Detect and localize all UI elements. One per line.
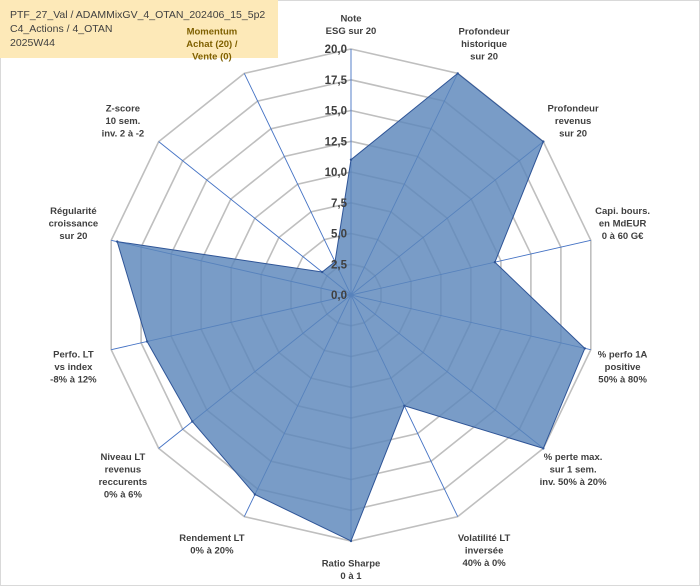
axis-label-line: -8% à 12% [50, 375, 97, 386]
series-point-9 [191, 420, 194, 423]
tick-label-6: 15,0 [325, 106, 347, 118]
axis-label-line: 0 à 1 [340, 571, 362, 582]
axis-label-line: sur 1 sem. [550, 465, 597, 476]
tick-label-2: 5,0 [331, 229, 347, 241]
series-point-8 [253, 493, 257, 496]
axis-label-7: Ratio Sharpe 0 à 1 [322, 559, 381, 583]
axis-label-line: sur 20 [470, 51, 498, 62]
axis-label-9: Niveau LT revenus reccurents 0% à 6% [99, 452, 148, 501]
axis-label-line: revenus [555, 116, 591, 127]
series-point-11 [116, 240, 119, 243]
portfolio-category: C4_Actions / 4_OTAN [10, 23, 113, 35]
axis-label-line: sur 20 [559, 128, 587, 139]
tick-label-0: 0,0 [331, 290, 347, 302]
axis-label-12: Z-score 10 sem. inv. 2 à -2 [102, 103, 145, 139]
axis-label-line: 50% à 80% [598, 375, 647, 386]
axis-label-line: positive [605, 362, 641, 373]
axis-label-4: % perfo 1A positive 50% à 80% [598, 350, 648, 386]
axis-label-line: Capi. bours. [595, 206, 650, 217]
axis-label-line: Ratio Sharpe [322, 559, 381, 570]
axis-label-line: Profondeur [547, 103, 598, 114]
axis-label-line: Rendement LT [179, 533, 244, 544]
axis-label-6: Volatilité LT inversée 40% à 0% [458, 533, 511, 569]
axis-label-line: sur 20 [59, 231, 87, 242]
axis-label-line: Régularité [50, 206, 96, 217]
axis-label-line: Volatilité LT [458, 533, 511, 544]
axis-label-line: inversée [465, 546, 504, 557]
axis-label-line: Niveau LT [101, 452, 146, 463]
axis-label-line: 40% à 0% [462, 558, 506, 569]
tick-label-4: 10,0 [325, 167, 347, 179]
axis-label-line: Note [340, 14, 361, 25]
series-point-10 [145, 340, 149, 343]
axis-label-line: inv. 2 à -2 [102, 128, 145, 139]
tick-label-3: 7,5 [331, 198, 348, 210]
axis-label-line: ESG sur 20 [326, 26, 377, 37]
series-point-7 [349, 539, 353, 543]
axis-label-3: Capi. bours. en MdEUR 0 à 60 G€ [595, 206, 650, 242]
series-point-3 [493, 261, 497, 264]
axis-label-line: Profondeur [458, 26, 509, 37]
spoke-13 [243, 73, 352, 296]
series-point-5 [542, 447, 545, 450]
axis-label-line: vs index [54, 362, 93, 373]
axis-label-line: historique [461, 39, 507, 50]
axis-label-5: % perte max. sur 1 sem. inv. 50% à 20% [540, 452, 607, 488]
axis-label-line: 0% à 20% [190, 546, 234, 557]
axis-label-line: Momentum [187, 26, 238, 37]
series-point-4 [583, 347, 586, 350]
axis-label-10: Perfo. LT vs index -8% à 12% [50, 350, 97, 386]
axis-label-8: Rendement LT 0% à 20% [179, 533, 244, 557]
series-point-12 [321, 270, 324, 274]
tick-label-8: 20,0 [325, 44, 347, 56]
axis-label-line: Achat (20) / [186, 39, 238, 50]
series-point-13 [333, 260, 337, 263]
series-point-1 [456, 72, 459, 75]
series-point-0 [349, 158, 353, 161]
axis-label-0: Note ESG sur 20 [326, 14, 377, 38]
axis-label-2: Profondeur revenus sur 20 [547, 103, 598, 139]
chart-header-box: PTF_27_Val / ADAMMixGV_4_OTAN_202406_15_… [0, 0, 278, 58]
axis-label-line: Vente (0) [192, 51, 232, 62]
axis-label-line: 0% à 6% [104, 490, 143, 501]
axis-label-line: Z-score [106, 103, 140, 114]
series-point-6 [403, 404, 406, 407]
axis-label-line: % perte max. [544, 452, 603, 463]
tick-label-5: 12,5 [325, 136, 348, 148]
spoke-12 [158, 141, 352, 296]
axis-label-line: Perfo. LT [53, 350, 94, 361]
axis-label-line: % perfo 1A [598, 350, 648, 361]
axis-label-line: 0 à 60 G€ [602, 231, 644, 242]
axis-label-1: Profondeur historique sur 20 [458, 26, 509, 62]
radar-tick-labels: 0,0 2,5 5,0 7,5 10,0 12,5 15,0 17,5 20,0 [325, 44, 348, 302]
axis-label-13: Momentum Achat (20) / Vente (0) [186, 26, 238, 62]
axis-label-11: Régularité croissance sur 20 [49, 206, 99, 242]
radar-axis-labels: Note ESG sur 20 Profondeur historique sur 20… [49, 14, 650, 583]
tick-label-1: 2,5 [331, 259, 348, 271]
axis-label-line: inv. 50% à 20% [540, 477, 607, 488]
axis-label-line: en MdEUR [599, 219, 647, 230]
axis-label-line: reccurents [99, 477, 148, 488]
series-point-2 [542, 140, 545, 143]
radar-series [116, 72, 586, 543]
axis-label-line: croissance [49, 219, 99, 230]
portfolio-title: PTF_27_Val / ADAMMixGV_4_OTAN_202406_15_… [10, 9, 266, 21]
axis-label-line: revenus [105, 465, 141, 476]
axis-label-line: 10 sem. [105, 116, 140, 127]
tick-label-7: 17,5 [325, 75, 348, 87]
portfolio-week: 2025W44 [10, 37, 55, 49]
